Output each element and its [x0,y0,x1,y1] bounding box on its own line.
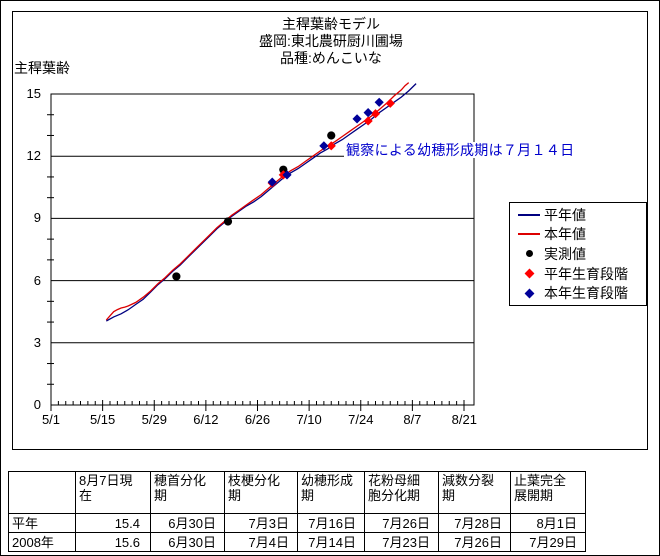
marker-diamond-平年生育段階 [326,141,336,151]
x-tick-label: 7/24 [348,412,374,427]
legend-item-honnen-line: 本年値 [514,225,646,244]
x-tick-label: 7/10 [296,412,322,427]
table-cell: 15.6 [75,532,151,552]
y-tick-label: 15 [26,86,41,101]
x-tick-label: 6/12 [193,412,219,427]
table-cell: 7月26日 [438,532,511,552]
y-tick-label: 0 [33,397,41,412]
plot-area [47,82,475,411]
table-row: 平年 15.4 6月30日 7月3日 7月16日 7月26日 7月28日 8月1… [8,513,586,533]
table-header-cell: 穂首分化 期 [150,471,225,514]
y-tick-label: 6 [33,273,41,288]
marker-diamond-本年生育段階 [267,177,277,187]
table-row: 2008年 15.6 6月30日 7月4日 7月14日 7月23日 7月26日 … [8,532,586,552]
legend-label: 平年生育段階 [544,265,628,282]
marker-diamond-本年生育段階 [363,108,373,118]
chart-title: 主稈葉齢モデル [282,16,380,32]
table-cell: 7月14日 [297,532,365,552]
x-tick-label: 5/1 [41,412,61,427]
table-cell: 7月4日 [224,532,298,552]
line-sample-blue-icon [518,213,540,216]
table-header-cell: 枝梗分化 期 [224,471,298,514]
table-header-cell: 幼穂形成 期 [297,471,365,514]
x-tick-label: 5/15 [89,412,116,427]
table-header-cell: 8月7日現 在 [75,471,151,514]
marker-circle-実測値 [172,272,181,281]
x-tick-label: 6/26 [244,412,271,427]
row-label: 平年 [8,513,76,533]
table-cell: 8月1日 [510,513,586,533]
x-tick-label: 5/29 [141,412,167,427]
row-label: 2008年 [8,532,76,552]
chart-subtitle-variety: 品種:めんこいな [280,50,382,66]
y-tick-label: 3 [33,335,41,350]
legend-label: 本年生育段階 [544,285,628,302]
y-axis-title: 主稈葉齢 [14,60,70,76]
x-tick-label: 8/21 [451,412,477,427]
legend: 平年値 本年値 実測値 平年生育段階 本年生育段階 [509,202,647,306]
marker-diamond-本年生育段階 [352,114,362,124]
marker-diamond-平年生育段階 [385,98,395,108]
table-cell: 7月26日 [364,513,439,533]
marker-circle-実測値 [279,165,288,174]
table-cell: 6月30日 [150,513,225,533]
legend-label: 平年値 [544,206,586,223]
table-header-cell: 減数分裂 期 [438,471,511,514]
table-header-cell: 止葉完全 展開期 [510,471,586,514]
legend-item-measured: 実測値 [514,244,646,263]
table-cell: 7月29日 [510,532,586,552]
marker-diamond-平年生育段階 [370,109,381,119]
table-cell: 7月3日 [224,513,298,533]
stage-table: 8月7日現 在 穂首分化 期 枝梗分化 期 幼穂形成 期 花粉母細 胞分化期 減… [8,471,586,552]
marker-circle-実測値 [327,131,336,140]
table-header-cell [8,471,76,514]
table-cell: 7月16日 [297,513,365,533]
chart-title-block: 主稈葉齢モデル 盛岡:東北農研厨川圃場 品種:めんこいな [1,16,659,67]
marker-diamond-本年生育段階 [319,141,329,151]
marker-diamond-本年生育段階 [374,97,384,107]
diamond-marker-red-icon [524,268,534,279]
table-header-row: 8月7日現 在 穂首分化 期 枝梗分化 期 幼穂形成 期 花粉母細 胞分化期 減… [8,471,586,514]
series-line-平年値 [105,83,417,322]
legend-label: 実測値 [544,245,586,262]
y-tick-label: 9 [33,210,41,225]
legend-item-heinen-stage: 平年生育段階 [514,264,646,283]
legend-label: 本年値 [544,226,586,243]
table-cell: 7月28日 [438,513,511,533]
table-cell: 6月30日 [150,532,225,552]
table-cell: 15.4 [75,513,151,533]
y-tick-label: 12 [26,148,41,163]
dot-marker-icon [525,250,533,258]
marker-circle-実測値 [223,217,233,226]
chart-subtitle-location: 盛岡:東北農研厨川圃場 [259,33,403,49]
marker-diamond-平年生育段階 [363,116,373,126]
table-header-cell: 花粉母細 胞分化期 [364,471,439,514]
diamond-marker-blue-icon [524,288,534,299]
plot-border [50,93,475,406]
observation-annotation: 観察による幼穂形成期は７月１４日 [344,142,577,158]
series-line-本年値 [105,82,410,321]
legend-item-honnen-stage: 本年生育段階 [514,284,646,303]
line-sample-red-icon [518,233,540,236]
table-cell: 7月23日 [364,532,439,552]
marker-diamond-本年生育段階 [282,170,292,180]
legend-item-heinen-line: 平年値 [514,205,646,224]
x-tick-label: 8/7 [403,412,422,427]
